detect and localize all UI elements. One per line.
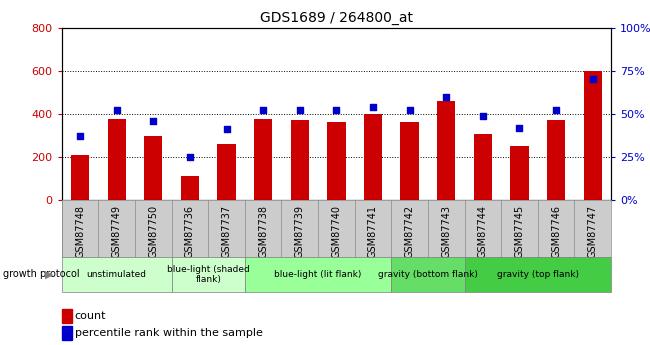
Text: growth protocol: growth protocol: [3, 269, 80, 279]
Bar: [217, 144, 236, 200]
Text: blue-light (lit flank): blue-light (lit flank): [274, 270, 362, 279]
Point: [185, 154, 195, 160]
Text: GSM87748: GSM87748: [75, 205, 85, 258]
Text: GSM87743: GSM87743: [441, 205, 451, 258]
Bar: [584, 71, 602, 200]
FancyBboxPatch shape: [172, 257, 245, 292]
Bar: [327, 122, 346, 200]
Text: GSM87746: GSM87746: [551, 205, 561, 258]
Point: [221, 127, 232, 132]
Text: GSM87741: GSM87741: [368, 205, 378, 258]
Text: gravity (top flank): gravity (top flank): [497, 270, 578, 279]
Point: [588, 77, 598, 82]
FancyBboxPatch shape: [465, 257, 611, 292]
Bar: [437, 101, 456, 200]
FancyBboxPatch shape: [245, 257, 391, 292]
Text: GSM87736: GSM87736: [185, 205, 195, 258]
Point: [404, 108, 415, 113]
Text: GSM87740: GSM87740: [332, 205, 341, 258]
Point: [478, 113, 488, 118]
Text: GSM87744: GSM87744: [478, 205, 488, 258]
Point: [148, 118, 159, 124]
Text: GSM87747: GSM87747: [588, 205, 598, 258]
Bar: [510, 146, 528, 200]
Point: [368, 104, 378, 110]
FancyBboxPatch shape: [391, 257, 465, 292]
Point: [112, 108, 122, 113]
Text: GSM87737: GSM87737: [222, 205, 231, 258]
Bar: [364, 114, 382, 200]
Point: [294, 108, 305, 113]
Bar: [291, 120, 309, 200]
Point: [75, 134, 85, 139]
Bar: [547, 120, 566, 200]
Bar: [474, 134, 492, 200]
Bar: [181, 176, 199, 200]
Text: blue-light (shaded
flank): blue-light (shaded flank): [167, 265, 250, 284]
Bar: [254, 119, 272, 200]
Point: [551, 108, 562, 113]
Text: gravity (bottom flank): gravity (bottom flank): [378, 270, 478, 279]
Bar: [144, 137, 162, 200]
Text: unstimulated: unstimulated: [86, 270, 147, 279]
Point: [514, 125, 525, 130]
Text: percentile rank within the sample: percentile rank within the sample: [75, 328, 263, 338]
Text: GSM87742: GSM87742: [404, 205, 415, 258]
Point: [441, 94, 451, 99]
Bar: [400, 122, 419, 200]
Text: GSM87749: GSM87749: [112, 205, 122, 258]
Title: GDS1689 / 264800_at: GDS1689 / 264800_at: [260, 11, 413, 25]
Bar: [107, 119, 126, 200]
Text: GSM87739: GSM87739: [294, 205, 305, 258]
FancyBboxPatch shape: [62, 257, 172, 292]
Point: [331, 108, 342, 113]
Text: GSM87738: GSM87738: [258, 205, 268, 258]
Text: ▶: ▶: [46, 269, 54, 279]
Bar: [71, 155, 89, 200]
Text: GSM87745: GSM87745: [514, 205, 525, 258]
Point: [258, 108, 268, 113]
Text: count: count: [75, 311, 106, 321]
Text: GSM87750: GSM87750: [148, 205, 159, 258]
